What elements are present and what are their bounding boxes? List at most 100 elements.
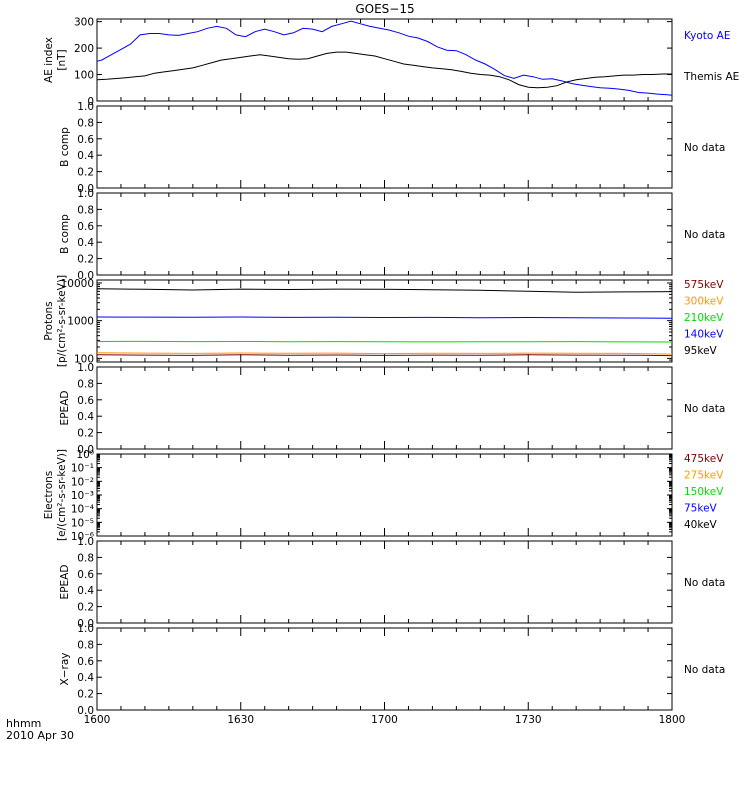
no-data-label: No data [684,664,725,676]
y-tick-label: 0.6 [77,656,94,668]
y-tick-label: 0.6 [77,221,94,233]
legend-entry: 75keV [684,503,718,515]
no-data-label: No data [684,142,725,154]
series-line-210kev [96,340,673,343]
y-tick-label: 0.0 [77,705,94,717]
y-tick-label: 0.8 [77,639,94,651]
y-tick-label: 0.2 [77,254,94,266]
series-line-kyoto-ae [96,20,673,96]
y-tick-label: 0.6 [77,134,94,146]
no-data-label: No data [684,403,725,415]
y-tick-label: 0.0 [77,444,94,456]
y-axis-label: B comp [59,214,71,254]
figure-title: GOES−15 [355,2,414,16]
x-tick-label: 1630 [227,714,254,726]
panel-electrons: 10⁰ 10⁻¹10⁻² 10⁻³ 10⁻⁴10⁻⁵ 10⁻⁶ Electrons [e/(… [43,449,724,543]
y-tick-label: 0.0 [77,270,94,282]
legend-entry: 140keV [684,329,724,341]
y-axis-label: Electrons [43,471,55,520]
y-tick-label: 0.2 [77,428,94,440]
panel-frame [96,18,673,102]
y-tick-label: 0.8 [77,204,94,216]
no-data-label: No data [684,229,725,241]
legend-entry: 300keV [684,296,724,308]
y-tick-label: 0.2 [77,602,94,614]
y-tick-label: 0.8 [77,378,94,390]
y-axis-label: [p/(cm²-s-sr-keV)] [56,275,68,367]
y-axis-label: EPEAD [59,391,71,426]
y-tick-label: 1000 [67,316,94,328]
y-axis-label: EPEAD [59,565,71,600]
legend-entry: 475keV [684,453,724,465]
y-tick-label: 10⁻⁴ [71,504,94,516]
y-tick-label: 10⁰ [76,449,94,461]
y-tick-label: 1.0 [77,101,94,113]
panel-b2: 0.0 0.2 0.4 0.6 0.8 1.0 B comp No data [59,188,725,282]
series-line-300kev [96,352,673,355]
panel-protons: 100 1000 10000 Protons [p/(cm²-s-sr-keV)] 575… [43,275,724,367]
legend-entry: 210keV [684,312,724,324]
y-tick-label: 10000 [61,278,94,290]
y-tick-label: 300 [74,17,94,29]
y-tick-label: 0.6 [77,569,94,581]
panel-frame [96,366,673,450]
time-format-label: hhmm [6,717,41,730]
y-tick-label: 1.0 [77,362,94,374]
y-tick-label: 0.0 [77,183,94,195]
y-tick-label: 1.0 [77,188,94,200]
no-data-label: No data [684,577,725,589]
y-tick-label: 0.4 [77,411,94,423]
panel-ae: 0 100 200 300 AE index [nT] Kyoto AE Themis AE [43,17,739,108]
y-tick-label: 200 [74,43,94,55]
legend-entry: Kyoto AE [684,30,730,42]
y-tick-label: 0.4 [77,672,94,684]
series-line-themis-ae [96,51,672,89]
x-tick-label: 1800 [659,714,686,726]
panel-epead2: 0.0 0.2 0.4 0.6 0.8 1.0 EPEAD No data [59,536,725,630]
legend-entry: 40keV [684,519,718,531]
panel-xray: 0.0 0.2 0.4 0.6 0.8 1.0 X−ray No data 1600 1630 17… [59,623,725,726]
y-tick-label: 10⁻⁵ [71,517,94,529]
panel-frame [96,192,673,276]
y-tick-label: 0.4 [77,585,94,597]
y-axis-label: Protons [43,301,55,340]
panel-frame [96,453,673,537]
legend-entry: 575keV [684,279,724,291]
y-axis-label: [nT] [56,49,68,70]
y-tick-label: 10⁻² [71,476,94,488]
series-line-575kev [96,354,673,357]
y-axis-label: AE index [43,37,55,83]
panel-frame [96,627,673,711]
date-label: 2010 Apr 30 [6,729,74,742]
x-tick-label: 1730 [515,714,542,726]
y-tick-label: 0.2 [77,167,94,179]
panel-epead1: 0.0 0.2 0.4 0.6 0.8 1.0 EPEAD No data [59,362,725,456]
panel-b1: 0.0 0.2 0.4 0.6 0.8 1.0 B comp No data [59,101,725,195]
y-tick-label: 1.0 [77,536,94,548]
y-tick-label: 0.8 [77,117,94,129]
legend-entry: 150keV [684,486,724,498]
series-line-140kev [96,316,673,319]
y-tick-label: 100 [74,70,94,82]
panel-frame [96,105,673,189]
y-tick-label: 100 [74,353,94,365]
x-tick-label: 1600 [84,714,111,726]
y-tick-label: 0 [87,96,94,108]
y-tick-label: 10⁻¹ [71,463,94,475]
y-tick-label: 10⁻³ [71,490,94,502]
y-tick-label: 0.8 [77,552,94,564]
y-tick-label: 0.6 [77,395,94,407]
y-tick-label: 0.0 [77,618,94,630]
y-axis-label: X−ray [59,653,71,686]
legend-entry: 275keV [684,470,724,482]
y-tick-label: 10⁻⁶ [71,531,94,543]
y-tick-label: 1.0 [77,623,94,635]
legend-entry: 95keV [684,345,718,357]
series-line-95kev [96,288,673,293]
y-tick-label: 0.4 [77,150,94,162]
y-tick-label: 0.2 [77,689,94,701]
y-tick-label: 0.4 [77,237,94,249]
x-tick-label: 1700 [371,714,398,726]
y-axis-label: [e/(cm²-s-sr-keV)] [56,449,68,541]
legend-entry: Themis AE [683,71,739,83]
